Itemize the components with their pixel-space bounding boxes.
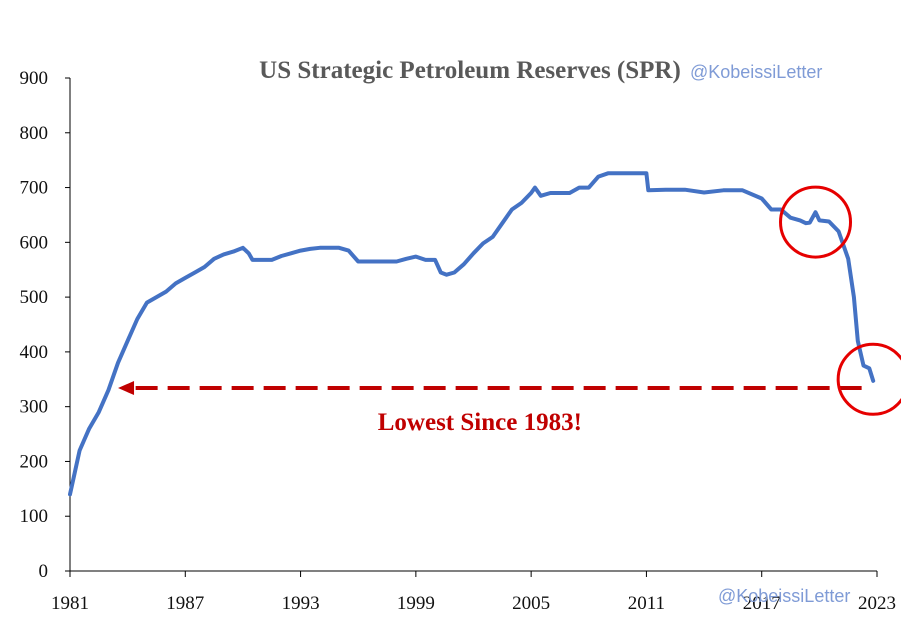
x-axis: 1981 1987 1993 1999 2005 2011 2017 2023 <box>51 570 896 614</box>
x-tick-label: 2017 <box>743 593 781 614</box>
y-tick-label: 500 <box>20 287 49 308</box>
y-axis: 0 100 200 300 400 500 600 700 800 900 <box>20 68 71 582</box>
y-tick-label: 900 <box>20 68 49 89</box>
highlight-circle <box>836 342 901 416</box>
y-tick-label: 600 <box>20 232 49 253</box>
watermark-top: @KobeissiLetter <box>690 62 822 82</box>
x-tick-label: 2023 <box>858 593 896 614</box>
x-tick-label: 1999 <box>397 593 435 614</box>
y-tick-label: 300 <box>20 397 49 418</box>
highlight-circle <box>779 185 853 259</box>
plot-area <box>68 171 876 497</box>
x-tick-label: 1981 <box>51 593 89 614</box>
y-tick-label: 0 <box>39 561 49 582</box>
y-tick-label: 200 <box>20 451 49 472</box>
x-tick-label: 1987 <box>166 593 204 614</box>
watermark-bottom: @KobeissiLetter <box>718 586 850 606</box>
y-tick-label: 700 <box>20 178 49 199</box>
annotation-arrowhead <box>118 381 135 396</box>
x-tick-label: 1993 <box>282 593 320 614</box>
y-tick-label: 800 <box>20 123 49 144</box>
spr-series-line <box>68 171 876 497</box>
x-tick-label: 2005 <box>512 593 550 614</box>
annotation-label: Lowest Since 1983! <box>378 409 582 436</box>
y-tick-label: 400 <box>20 342 49 363</box>
x-tick-label: 2011 <box>628 593 665 614</box>
chart-title: US Strategic Petroleum Reserves (SPR) <box>259 57 681 84</box>
annotation-group: Lowest Since 1983! <box>118 185 901 436</box>
y-tick-label: 100 <box>20 506 49 527</box>
